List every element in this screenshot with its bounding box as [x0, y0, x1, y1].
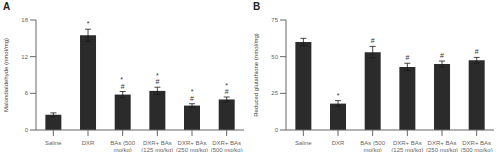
- svg-text:25: 25: [271, 90, 278, 96]
- svg-text:18: 18: [21, 17, 28, 23]
- svg-text:BAs (500mg/kg): BAs (500mg/kg): [110, 140, 135, 152]
- svg-text:0: 0: [275, 127, 279, 133]
- html-text:A: A: [3, 1, 11, 12]
- svg-text:*#: *#: [225, 82, 229, 96]
- svg-text:*: *: [87, 20, 90, 27]
- svg-text:DXR+ BAs(250 mg/kg): DXR+ BAs(250 mg/kg): [426, 140, 458, 152]
- svg-text:*#: *#: [190, 88, 194, 102]
- svg-text:DXR+ BAs(250 mg/kg): DXR+ BAs(250 mg/kg): [176, 140, 208, 152]
- svg-text:75: 75: [271, 17, 278, 23]
- svg-text:DXR+ BAs(125 mg/kg): DXR+ BAs(125 mg/kg): [391, 140, 423, 152]
- svg-text:#: #: [405, 54, 409, 61]
- svg-text:#: #: [475, 48, 479, 55]
- svg-text:6: 6: [25, 90, 29, 96]
- svg-text:*: *: [337, 92, 340, 99]
- svg-text:* #: * #: [120, 76, 125, 90]
- svg-text:#: #: [371, 37, 375, 44]
- svg-text:DXR+ BAs(500 mg/kg): DXR+ BAs(500 mg/kg): [461, 140, 492, 152]
- svg-text:DXR: DXR: [82, 140, 95, 146]
- svg-text:DXR+ BAs(500 mg/kg): DXR+ BAs(500 mg/kg): [211, 140, 243, 152]
- svg-text:*#: *#: [155, 72, 159, 86]
- svg-text:DXR: DXR: [332, 140, 345, 146]
- svg-text:12: 12: [21, 54, 28, 60]
- svg-text:0: 0: [25, 127, 29, 133]
- svg-text:Reduced glutathione (nmol/mg): Reduced glutathione (nmol/mg): [253, 33, 259, 117]
- svg-text:50: 50: [271, 54, 278, 60]
- svg-text:DXR+ BAs(125 mg/kg): DXR+ BAs(125 mg/kg): [141, 140, 173, 152]
- html-text:B: B: [253, 1, 261, 12]
- svg-text:#: #: [440, 52, 444, 59]
- svg-text:BAs (500mg/kg): BAs (500mg/kg): [360, 140, 385, 152]
- svg-text:Saline: Saline: [295, 140, 312, 146]
- svg-text:Malondialdehyde (nmol/mg): Malondialdehyde (nmol/mg): [8, 38, 9, 112]
- svg-text:Saline: Saline: [45, 140, 62, 146]
